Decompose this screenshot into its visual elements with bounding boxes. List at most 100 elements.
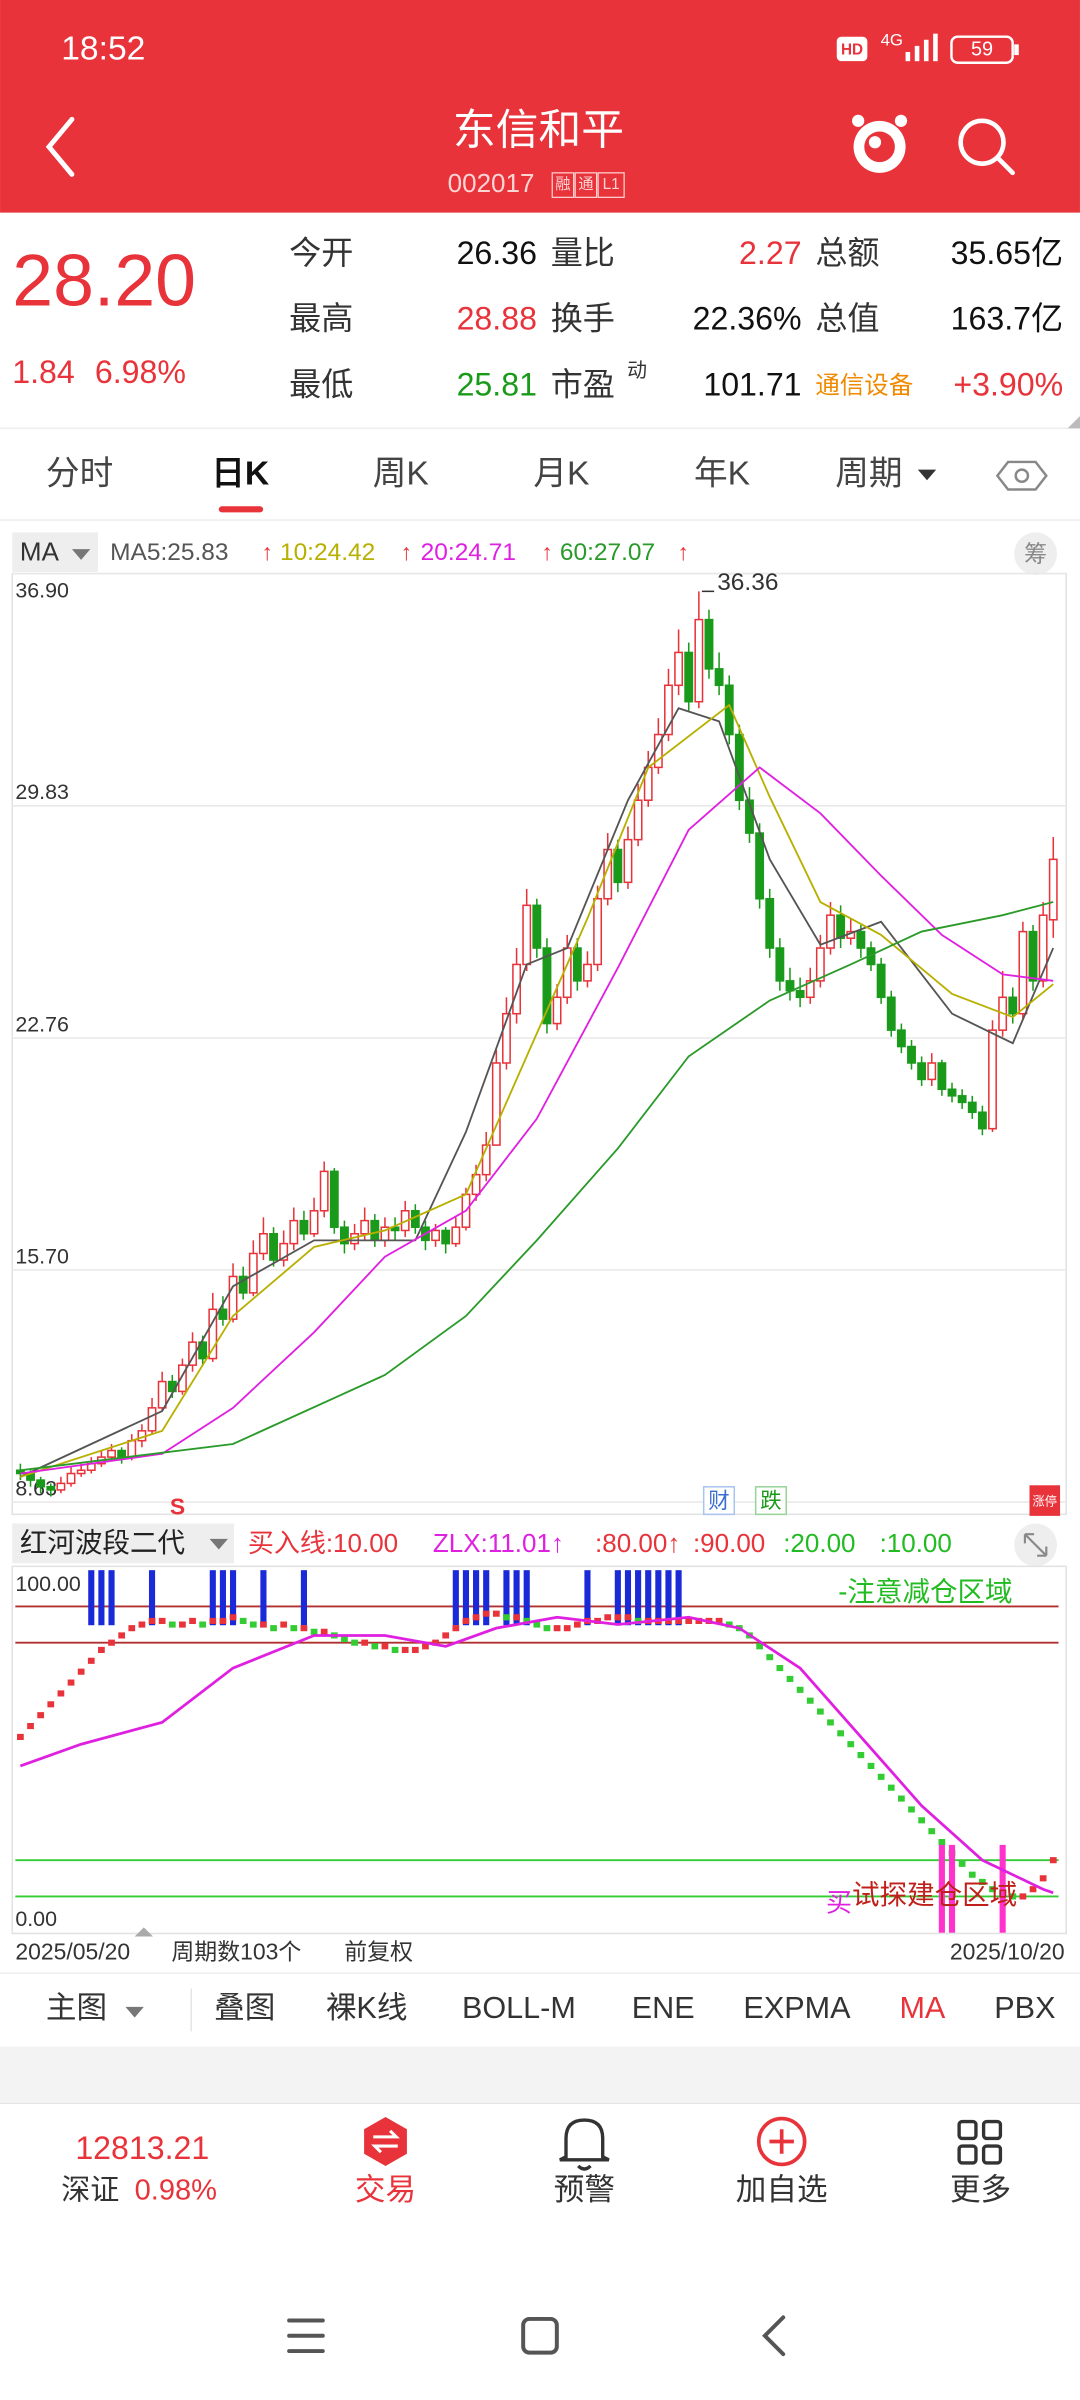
indicator-param: :20.00 xyxy=(783,1528,855,1558)
indicator-bar xyxy=(695,1617,703,1624)
indicator-bar xyxy=(898,1795,905,1802)
indicator-bar xyxy=(482,1610,490,1617)
reduce-zone-note: -注意减仓区域 xyxy=(838,1576,1012,1607)
candle-body xyxy=(633,799,643,841)
buy-signal xyxy=(948,1844,956,1933)
sell-signal xyxy=(513,1570,520,1626)
back-button[interactable] xyxy=(45,116,75,177)
indicator-bar xyxy=(67,1679,75,1686)
indicator-tab[interactable]: EXPMA xyxy=(743,1991,851,2025)
home-button[interactable] xyxy=(521,2316,559,2355)
candle-body xyxy=(188,1341,197,1366)
indicator-bar xyxy=(1009,1893,1017,1900)
indicator-bar xyxy=(665,1617,672,1624)
badge: 融 xyxy=(555,176,570,193)
mascot-icon[interactable] xyxy=(852,114,908,173)
field-label: 通信设备 xyxy=(815,371,913,399)
hd-box xyxy=(836,36,868,62)
indicator-bar xyxy=(847,1741,855,1748)
candle-body xyxy=(988,1029,997,1130)
indicator-tab[interactable]: MA xyxy=(899,1991,945,2025)
back-nav-button[interactable] xyxy=(762,2315,786,2357)
indicator-selector[interactable] xyxy=(12,1523,235,1564)
indicator-bar xyxy=(837,1730,844,1737)
indicator-tab[interactable]: 主图 xyxy=(46,1991,107,2025)
indicator-bar xyxy=(918,1817,925,1824)
period-tab[interactable]: 月K xyxy=(533,456,590,493)
indicator-tab[interactable]: 裸K线 xyxy=(326,1991,408,2025)
y-tick-label: 29.83 xyxy=(15,780,69,804)
field-value: 25.81 xyxy=(457,366,537,402)
indicator-bar xyxy=(817,1708,824,1715)
nav-item[interactable]: 加自选 xyxy=(736,2173,828,2207)
indicator-tab[interactable]: ENE xyxy=(632,1991,695,2025)
indicator-bar xyxy=(867,1762,875,1769)
period-tab[interactable]: 周期 xyxy=(835,456,902,493)
indicator-bar xyxy=(290,1625,298,1632)
field-value: 163.7亿 xyxy=(951,301,1063,337)
period-tab[interactable]: 分时 xyxy=(46,456,113,493)
collapse-arrow[interactable] xyxy=(134,1927,154,1937)
sell-signal xyxy=(584,1570,591,1626)
period-tab[interactable]: 年K xyxy=(694,455,751,493)
price-change-pct: 6.98% xyxy=(95,354,186,390)
indicator-bar xyxy=(118,1632,126,1639)
nav-item[interactable]: 预警 xyxy=(554,2173,615,2207)
indicator-param: :80.00↑ xyxy=(595,1528,680,1558)
menu-button[interactable] xyxy=(287,2318,325,2354)
indicator-tab[interactable]: 叠图 xyxy=(214,1991,275,2025)
candle-body xyxy=(370,1219,380,1242)
candle-body xyxy=(1028,930,1038,982)
field-label: 最高 xyxy=(289,301,353,337)
candle-body xyxy=(572,947,582,982)
candle-body xyxy=(289,1219,299,1245)
indicator-tab[interactable]: BOLL-M xyxy=(462,1991,576,2025)
indicator-bar xyxy=(27,1722,34,1730)
candle-body xyxy=(198,1341,208,1360)
indicator-bar xyxy=(98,1646,105,1653)
field-value: 28.88 xyxy=(457,301,537,337)
nav-item[interactable]: 交易 xyxy=(355,2173,416,2207)
index-change: 0.98% xyxy=(135,2175,217,2207)
candle-body xyxy=(552,996,562,1025)
dropdown-arrow xyxy=(917,469,937,481)
search-button[interactable] xyxy=(958,118,1015,176)
sell-signal xyxy=(624,1570,632,1626)
candle-body xyxy=(1018,930,1028,1015)
period-tab[interactable]: 周K xyxy=(373,456,430,493)
candle-body xyxy=(876,963,886,999)
indicator-bar xyxy=(634,1617,642,1624)
buy-signal xyxy=(999,1844,1006,1933)
nav-item[interactable]: 更多 xyxy=(950,2173,1011,2207)
candle-body xyxy=(755,832,765,900)
indicator-bar xyxy=(320,1628,328,1635)
indicator-bar xyxy=(1019,1893,1027,1900)
indicator-bar xyxy=(432,1639,439,1646)
candle-body xyxy=(107,1449,116,1458)
field-label: 换手 xyxy=(551,301,615,337)
sell-signal xyxy=(665,1570,672,1626)
candle-body xyxy=(593,898,603,966)
date-start: 2025/05/20 xyxy=(15,1938,130,1964)
badge-finance[interactable]: 财 xyxy=(708,1489,729,1513)
indicator-bar xyxy=(513,1614,520,1621)
ma-legend-item: 10:24.42 xyxy=(280,539,375,566)
chip-button[interactable] xyxy=(1014,532,1058,576)
indicator-bar xyxy=(553,1625,561,1632)
period-tab[interactable]: 日K xyxy=(211,456,269,493)
signal-icon xyxy=(905,33,938,62)
indicator-bar xyxy=(361,1639,369,1646)
hd-label: HD xyxy=(841,42,863,59)
indicator-bar xyxy=(786,1675,794,1682)
candle-body xyxy=(532,904,542,949)
candle-body xyxy=(481,1144,491,1176)
index-value[interactable]: 12813.21 xyxy=(75,2130,209,2166)
indicator-tab[interactable]: PBX xyxy=(994,1991,1055,2025)
add-watch-icon xyxy=(756,2116,807,2167)
field-label: 市盈 xyxy=(551,366,615,402)
candle-body xyxy=(542,947,552,1025)
ma-line xyxy=(19,707,1055,1478)
field-value: 101.71 xyxy=(703,366,801,402)
candle-body xyxy=(279,1242,289,1261)
settings-button[interactable] xyxy=(995,460,1048,491)
